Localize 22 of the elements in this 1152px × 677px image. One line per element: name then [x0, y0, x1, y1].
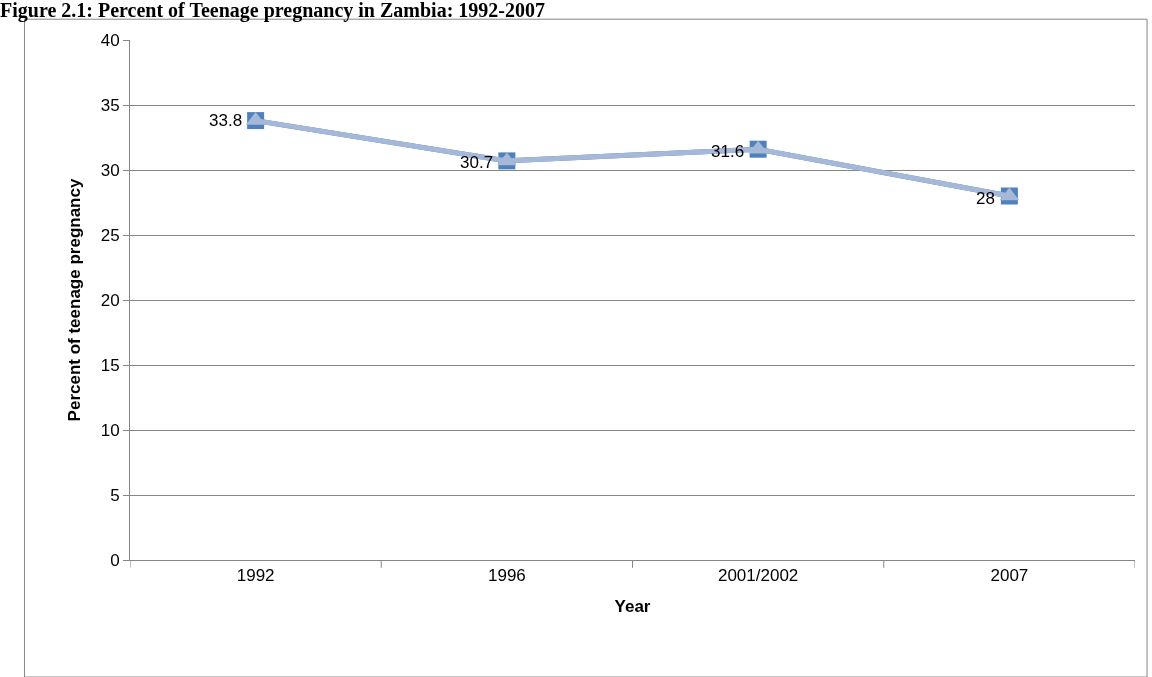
data-label: 33.8	[209, 111, 243, 130]
y-tick-label: 5	[110, 485, 120, 505]
y-tick-label: 20	[100, 290, 120, 310]
y-tick-label: 40	[100, 30, 120, 50]
y-tick-label: 25	[100, 225, 120, 245]
data-label: 31.6	[711, 142, 745, 161]
y-tick-label: 0	[110, 550, 120, 570]
x-tick-label: 2007	[990, 566, 1029, 586]
data-label: 30.7	[460, 153, 494, 172]
y-tick-label: 35	[100, 95, 120, 115]
y-tick-label: 30	[100, 160, 120, 180]
y-axis-title: Percent of teenage pregnancy	[65, 178, 85, 422]
y-tick-label: 15	[100, 355, 120, 375]
data-label: 28	[976, 189, 995, 208]
chart-title: Figure 2.1: Percent of Teenage pregnancy in Zambia: 1992-2007	[0, 0, 545, 23]
point	[748, 140, 768, 154]
x-tick-label: 2001/2002	[717, 566, 799, 586]
x-tick-label: 1992	[236, 566, 275, 586]
x-tick-label: 1996	[487, 566, 526, 586]
y-tick-label: 10	[100, 420, 120, 440]
x-axis-title: Year	[614, 596, 651, 616]
point	[497, 152, 517, 166]
